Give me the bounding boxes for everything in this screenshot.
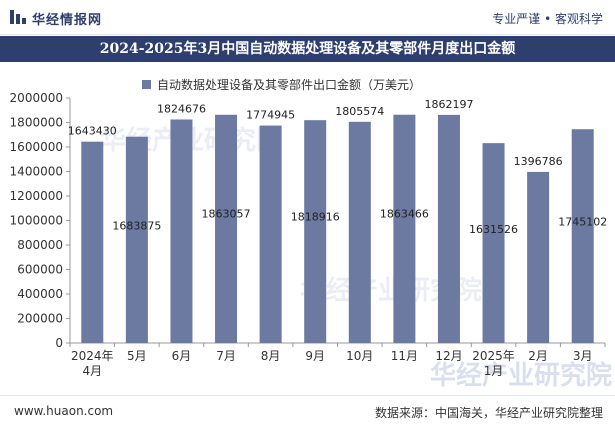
y-tick-label: 1200000 [10,189,63,203]
title-bar: 2024-2025年3月中国自动数据处理设备及其零部件月度出口金额 [0,36,615,62]
bar [393,114,416,343]
bar [215,114,238,344]
y-tick-label: 1800000 [10,116,63,130]
data-label: 1863466 [380,207,429,220]
data-label: 1683875 [112,220,161,233]
x-tick-label: 10月 [346,349,373,363]
data-label: 1745102 [558,215,607,228]
x-tick-label: 8月 [261,349,281,363]
y-tick-label: 1400000 [10,165,63,179]
x-tick-label: 4月 [82,364,102,378]
bar [81,141,104,343]
top-bar: 华经情报网 专业严谨 • 客观科学 [0,0,615,35]
chart-legend: 自动数据处理设备及其零部件出口金额（万美元） [142,76,421,92]
x-tick-label: 6月 [172,349,192,363]
y-tick-label: 1000000 [10,214,63,228]
data-label: 1774945 [246,109,295,122]
brand-name: 华经情报网 [32,13,103,28]
y-tick-label: 600000 [17,263,63,277]
x-tick-label: 2024年 [71,349,114,363]
bar [259,125,282,343]
y-tick-label: 1600000 [10,140,63,154]
bar [571,129,594,343]
data-label: 1805574 [335,105,384,118]
y-tick-label: 800000 [17,238,63,252]
brand-logo-icon [10,10,26,24]
chart-title: 2024-2025年3月中国自动数据处理设备及其零部件月度出口金额 [99,41,516,57]
footer-url[interactable]: www.huaon.com [14,404,114,418]
y-tick-label: 400000 [17,287,63,301]
x-tick-label: 11月 [391,349,418,363]
bar [170,119,193,343]
data-label: 1862197 [424,98,473,111]
x-tick-label: 2025年 [472,349,515,363]
legend-label: 自动数据处理设备及其零部件出口金额（万美元） [157,78,422,92]
x-tick-label: 12月 [435,349,462,363]
x-tick-label: 9月 [305,349,325,363]
y-tick-label: 200000 [17,312,63,326]
footer-source: 数据来源：中国海关，华经产业研究院整理 [374,406,603,420]
brand-tagline: 专业严谨 • 客观科学 [492,12,603,26]
data-label: 1863057 [202,207,251,220]
bar [348,121,371,343]
x-tick-label: 2月 [528,349,548,363]
footer: www.huaon.com 数据来源：中国海关，华经产业研究院整理 [0,395,615,428]
bar [527,171,550,343]
x-tick-label: 3月 [573,349,593,363]
x-tick-label: 5月 [127,349,147,363]
data-label: 1396786 [514,155,563,168]
x-tick-label: 7月 [216,349,236,363]
x-tick-label: 1月 [484,364,504,378]
bar [437,114,460,344]
y-tick-label: 0 [55,336,63,350]
y-tick-label: 2000000 [10,91,63,105]
bar [125,136,148,343]
bar [482,143,505,343]
data-label: 1818916 [291,210,340,223]
data-label: 1643430 [68,125,117,138]
bar [304,120,327,343]
bar-chart: 0 200000 400000 600000 800000 1000000 1200000 1… [10,91,608,378]
data-label: 1824676 [157,102,206,115]
legend-swatch-icon [142,80,151,89]
data-label: 1631526 [469,223,518,236]
